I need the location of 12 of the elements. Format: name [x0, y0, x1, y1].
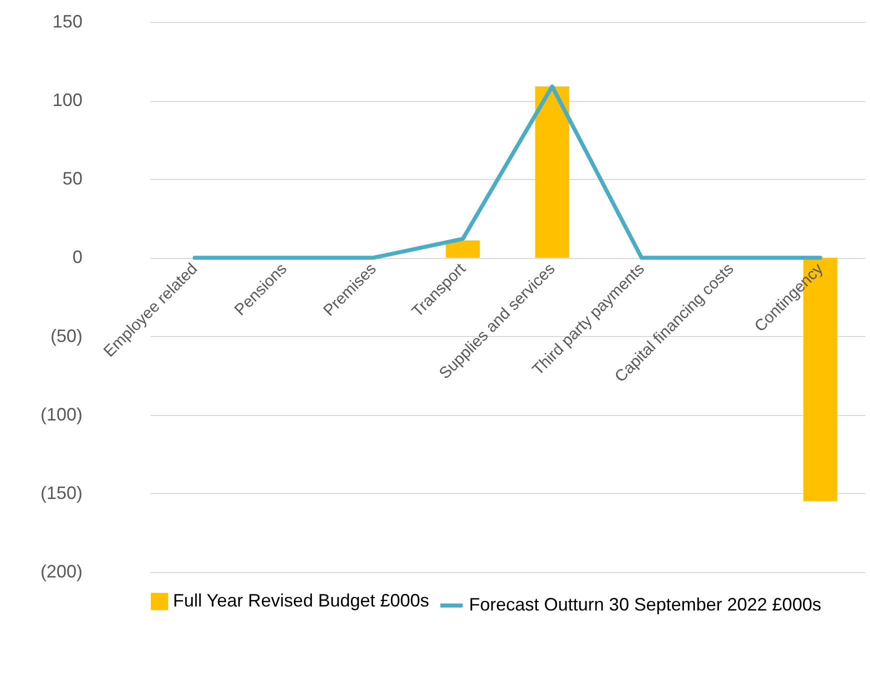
y-tick-label: 50	[62, 168, 82, 189]
legend-label: Forecast Outturn 30 September 2022 £000s	[469, 594, 822, 614]
y-tick-label: 150	[52, 12, 82, 32]
y-tick-label: (100)	[40, 404, 82, 424]
y-tick-label: 100	[52, 90, 82, 110]
bar	[535, 86, 570, 258]
y-tick-label: (150)	[40, 482, 82, 503]
y-tick-label: 0	[72, 247, 82, 268]
legend-label: Full Year Revised Budget £000s	[173, 590, 430, 610]
y-tick-label: (200)	[40, 562, 82, 582]
bar	[446, 240, 480, 258]
y-tick-label: (50)	[50, 326, 82, 346]
